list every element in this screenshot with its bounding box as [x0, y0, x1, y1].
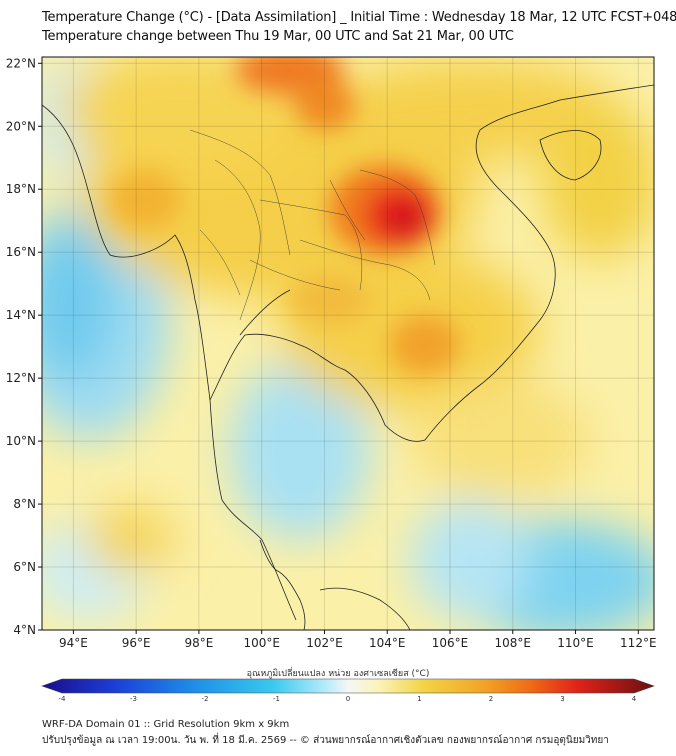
y-tick-label: 12°N: [6, 371, 36, 385]
x-tick-label: 100°E: [243, 636, 280, 650]
colorbar-tick-label: -2: [202, 695, 209, 703]
x-tick-label: 106°E: [432, 636, 469, 650]
coastlines: [42, 84, 654, 630]
x-tick-label: 94°E: [59, 636, 88, 650]
x-tick-label: 98°E: [184, 636, 213, 650]
y-tick-label: 4°N: [13, 623, 36, 637]
chart-subtitle: Temperature change between Thu 19 Mar, 0…: [42, 29, 514, 44]
x-tick-label: 102°E: [306, 636, 343, 650]
y-tick-label: 6°N: [13, 560, 36, 574]
colorbar-title: อุณหภูมิเปลี่ยนแปลง หน่วย องศาเซลเซียส (…: [246, 669, 430, 679]
footer-credit: ปรับปรุงข้อมูล ณ เวลา 19:00น. วัน พ. ที่…: [42, 735, 609, 746]
y-axis: 22°N 20°N 18°N 16°N 14°N 12°N 10°N 8°N 6°N 4°N: [6, 56, 42, 637]
y-tick-label: 22°N: [6, 56, 36, 70]
colorbar-tick-label: 2: [489, 695, 493, 703]
colorbar-tick-label: 0: [346, 695, 350, 703]
colorbar-tick-label: -3: [130, 695, 137, 703]
map-grid: [42, 57, 654, 630]
x-tick-label: 96°E: [122, 636, 151, 650]
x-tick-label: 108°E: [495, 636, 532, 650]
y-tick-label: 20°N: [6, 119, 36, 133]
footer-model-info: WRF-DA Domain 01 :: Grid Resolution 9km …: [42, 719, 290, 730]
y-tick-label: 8°N: [13, 497, 36, 511]
x-axis: 94°E 96°E 98°E 100°E 102°E 104°E 106°E 108°E 110…: [59, 630, 657, 650]
colorbar: -4 -3 -2 -1 0 1 2 3 4: [41, 678, 655, 703]
colorbar-bar: [41, 678, 655, 694]
colorbar-tick-label: -1: [273, 695, 280, 703]
x-tick-label: 112°E: [620, 636, 657, 650]
y-tick-label: 14°N: [6, 308, 36, 322]
map-frame: [41, 56, 655, 631]
temperature-field: [42, 57, 654, 630]
x-tick-label: 110°E: [557, 636, 594, 650]
province-borders: [189, 129, 436, 321]
chart-title: Temperature Change (°C) - [Data Assimila…: [42, 10, 676, 25]
y-tick-label: 10°N: [6, 434, 36, 448]
colorbar-tick-label: 1: [417, 695, 421, 703]
colorbar-ticks: -4 -3 -2 -1 0 1 2 3 4: [59, 695, 637, 703]
y-tick-label: 18°N: [6, 182, 36, 196]
colorbar-tick-label: 4: [632, 695, 637, 703]
colorbar-tick-label: -4: [59, 695, 67, 703]
x-tick-label: 104°E: [369, 636, 406, 650]
y-tick-label: 16°N: [6, 245, 36, 259]
colorbar-tick-label: 3: [560, 695, 564, 703]
